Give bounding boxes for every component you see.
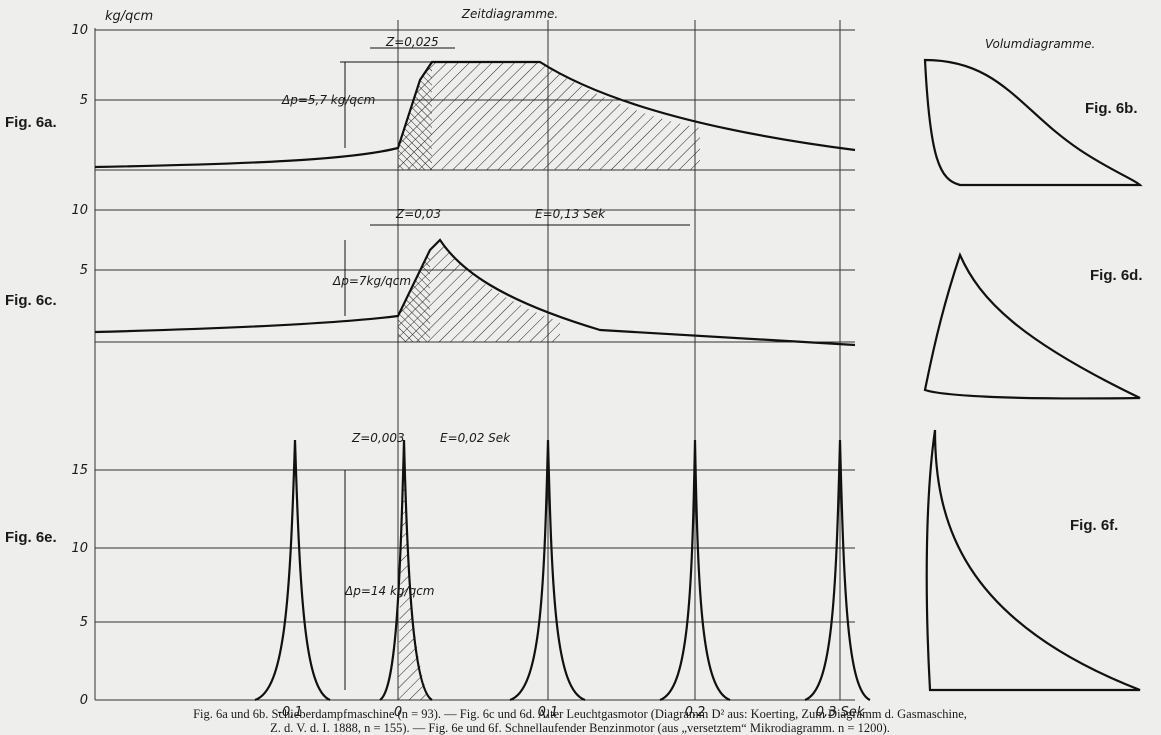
annotation: Δp=7kg/qcm: [332, 274, 411, 288]
y-tick-label: 10: [71, 203, 88, 218]
y-tick-label: 0: [80, 693, 88, 708]
pressure-curve: [659, 439, 731, 702]
hatched-area: [398, 62, 432, 170]
x-tick-label: 0: [394, 705, 402, 720]
fig-label: Fig. 6f.: [1070, 517, 1118, 534]
unit-label: kg/qcm: [105, 9, 153, 24]
y-tick-label: 10: [71, 541, 88, 556]
annotation: E=0,13 Sek: [535, 207, 606, 221]
caption-line: Z. d. V. d. I. 1888, n = 155). — Fig. 6e…: [270, 721, 890, 735]
pressure-curve: [509, 439, 586, 702]
annotation: E=0,02 Sek: [440, 431, 511, 445]
fig-label: Fig. 6d.: [1090, 267, 1143, 284]
hatched-area: [398, 240, 560, 342]
y-tick-label: 5: [80, 93, 88, 108]
hatched-area: [398, 440, 432, 700]
y-tick-label: 5: [80, 263, 88, 278]
annotation: Z=0,03: [395, 207, 441, 221]
title: Zeitdiagramme.: [461, 7, 558, 21]
hatched-area: [398, 250, 430, 342]
pressure-curve: [379, 439, 433, 701]
volume-diagram: [925, 429, 1141, 692]
annotation: Z=0,025: [385, 35, 439, 49]
annotation: Δp=5,7 kg/qcm: [281, 93, 375, 107]
y-tick-label: 5: [80, 615, 88, 630]
fig-label: Fig. 6b.: [1085, 100, 1138, 117]
pressure-curve: [94, 238, 856, 347]
x-tick-label: -0,1: [277, 705, 302, 720]
hatched-area: [398, 62, 700, 170]
x-tick-label: 0,1: [538, 705, 559, 720]
volume-title: Volumdiagramme.: [985, 37, 1095, 51]
y-tick-label: 15: [71, 463, 88, 478]
x-tick-label: 0,2: [685, 705, 706, 720]
fig-label: Fig. 6e.: [5, 529, 57, 546]
pressure-curve: [804, 439, 871, 702]
y-tick-label: 10: [71, 23, 88, 38]
annotation: Δp=14 kg/qcm: [344, 584, 434, 598]
caption-line: Fig. 6a und 6b. Schieberdampfmaschine (n…: [193, 707, 967, 721]
grid: [94, 20, 855, 701]
fig-label: Fig. 6a.: [5, 114, 57, 131]
volume-diagram: [923, 58, 1143, 187]
annotation: Z=0,003: [351, 431, 405, 445]
x-tick-label: 0,3 Sek: [816, 705, 865, 720]
pressure-curve: [254, 439, 331, 702]
fig-label: Fig. 6c.: [5, 292, 57, 309]
volume-diagram: [923, 251, 1141, 400]
